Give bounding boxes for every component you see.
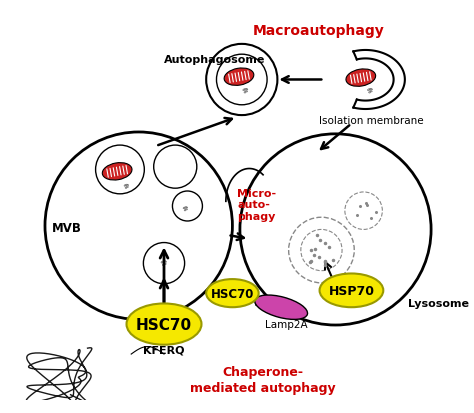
Text: Macroautophagy: Macroautophagy (253, 24, 384, 38)
Ellipse shape (163, 261, 165, 263)
Ellipse shape (125, 188, 127, 189)
Ellipse shape (161, 261, 164, 263)
Circle shape (217, 55, 267, 106)
Ellipse shape (369, 89, 371, 91)
Circle shape (154, 146, 197, 189)
Ellipse shape (370, 91, 372, 93)
Ellipse shape (186, 209, 187, 210)
Ellipse shape (369, 92, 371, 94)
Ellipse shape (319, 274, 383, 307)
Ellipse shape (126, 185, 127, 186)
Ellipse shape (244, 92, 246, 94)
Text: Lysosome: Lysosome (408, 298, 469, 308)
Circle shape (206, 45, 277, 116)
Ellipse shape (346, 70, 376, 87)
Ellipse shape (185, 207, 186, 209)
Circle shape (45, 133, 232, 320)
Ellipse shape (186, 207, 188, 209)
Text: Micro-
auto-
phagy: Micro- auto- phagy (237, 188, 276, 221)
Text: HSC70: HSC70 (136, 317, 192, 332)
Text: HSP70: HSP70 (328, 284, 374, 297)
Text: HSC70: HSC70 (211, 287, 254, 300)
Ellipse shape (162, 264, 164, 266)
Polygon shape (353, 51, 405, 110)
Ellipse shape (245, 89, 246, 91)
Text: Autophagosome: Autophagosome (164, 55, 265, 65)
Ellipse shape (243, 90, 245, 91)
Circle shape (173, 192, 202, 221)
Ellipse shape (124, 185, 126, 187)
Ellipse shape (371, 89, 373, 91)
Ellipse shape (127, 185, 128, 186)
Ellipse shape (367, 90, 370, 91)
Text: Lamp2A: Lamp2A (264, 319, 307, 329)
Ellipse shape (164, 263, 166, 265)
Ellipse shape (165, 261, 166, 263)
Circle shape (240, 135, 431, 325)
Circle shape (144, 243, 184, 284)
Ellipse shape (127, 187, 128, 188)
Text: Chaperone-
mediated autophagy: Chaperone- mediated autophagy (190, 365, 335, 394)
Ellipse shape (246, 89, 248, 91)
Ellipse shape (206, 280, 259, 307)
Ellipse shape (102, 163, 132, 180)
Ellipse shape (127, 304, 201, 345)
Ellipse shape (184, 210, 186, 211)
Text: MVB: MVB (52, 221, 82, 235)
Text: KFERQ: KFERQ (143, 344, 185, 354)
Text: Isolation membrane: Isolation membrane (319, 116, 423, 126)
Circle shape (96, 146, 144, 195)
Ellipse shape (183, 207, 185, 209)
Ellipse shape (255, 295, 308, 320)
Ellipse shape (246, 91, 247, 93)
Ellipse shape (224, 69, 254, 86)
